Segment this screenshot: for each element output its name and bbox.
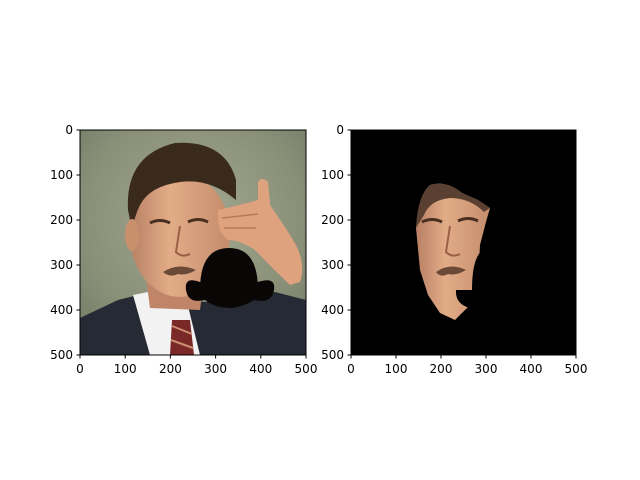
right-image-panel <box>351 130 576 355</box>
right-y-tick-label: 100 <box>321 168 344 182</box>
right-x-tick-label: 400 <box>520 362 543 376</box>
hat-occluder-mask <box>455 248 500 310</box>
mustache <box>163 266 196 276</box>
right-x-tick-label: 100 <box>385 362 408 376</box>
left-x-tick-label: 300 <box>204 362 227 376</box>
left-image-panel <box>80 130 306 355</box>
left-y-tick-label: 400 <box>50 303 73 317</box>
left-y-tick-label: 500 <box>50 348 73 362</box>
hair <box>127 142 236 230</box>
right-x-tick-label: 0 <box>347 362 355 376</box>
hat-occluder <box>185 248 275 308</box>
left-x-tick-label: 0 <box>76 362 84 376</box>
left-y-tick-label: 200 <box>50 213 73 227</box>
right-x-tick-label: 500 <box>565 362 588 376</box>
left-y-tick-label: 300 <box>50 258 73 272</box>
left-y-tick-label: 0 <box>65 123 73 137</box>
right-y-tick-label: 300 <box>321 258 344 272</box>
right-y-tick-label: 0 <box>336 123 344 137</box>
right-y-tick-label: 500 <box>321 348 344 362</box>
left-axes-frame <box>79 129 307 356</box>
right-y-tick-label: 200 <box>321 213 344 227</box>
left-x-tick-label: 500 <box>295 362 318 376</box>
right-y-tick-label: 400 <box>321 303 344 317</box>
right-x-tick-label: 200 <box>430 362 453 376</box>
hand <box>218 179 303 285</box>
suit <box>80 292 306 355</box>
right-x-tick-label: 300 <box>475 362 498 376</box>
left-x-tick-label: 100 <box>114 362 137 376</box>
left-x-tick-label: 200 <box>159 362 182 376</box>
masked-face <box>416 183 490 320</box>
left-y-tick-label: 100 <box>50 168 73 182</box>
left-x-tick-label: 400 <box>249 362 272 376</box>
tie <box>170 320 194 355</box>
right-axes-frame <box>350 129 577 356</box>
